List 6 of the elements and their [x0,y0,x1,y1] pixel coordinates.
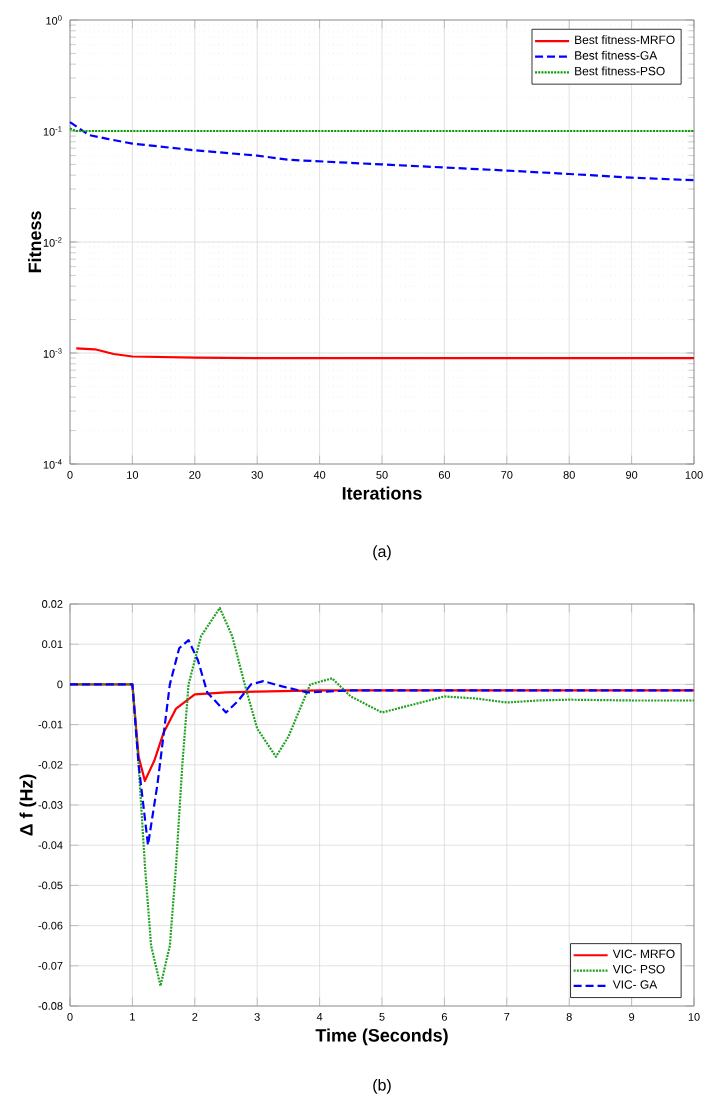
line-series [68,121,696,182]
line-series [68,639,696,847]
y-axis-title: Fitness [28,211,42,273]
x-axis-title: Iterations [342,486,422,500]
y-axis-title: Δ f (Hz) [19,774,37,836]
x-axis-title: Time (Seconds) [315,1028,448,1046]
